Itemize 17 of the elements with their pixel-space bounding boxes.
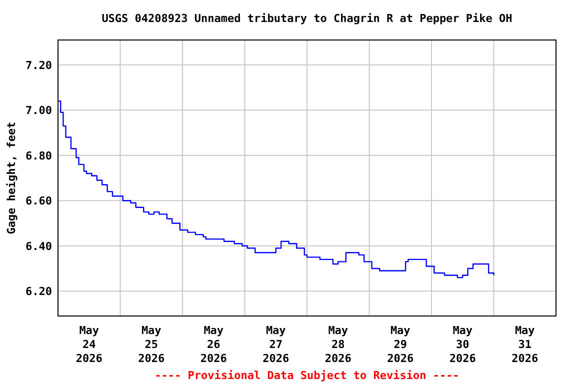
y-tick-label: 7.20 xyxy=(26,58,52,72)
text: ---- Provisional Data Subject to Revision ---- xyxy=(154,369,460,382)
x-tick-label: May 25 2026 xyxy=(138,324,165,365)
x-tick-label: May 26 2026 xyxy=(200,324,228,365)
x-tick-label: May 31 2026 xyxy=(512,324,538,365)
y-tick-label: 6.60 xyxy=(26,194,52,208)
x-tick-label: May 29 2026 xyxy=(387,324,414,365)
y-tick-label: 6.20 xyxy=(26,285,52,298)
x-tick-label: May 28 2026 xyxy=(324,324,352,365)
y-tick-label: 6.40 xyxy=(26,240,52,253)
y-tick-label: 7.00 xyxy=(26,104,52,118)
x-tick-label: May 30 2026 xyxy=(449,324,476,365)
y-axis-title: Gage height, feet xyxy=(5,122,18,234)
y-tick-label: 6.80 xyxy=(26,149,52,162)
chart-title: USGS 04208923 Unnamed tributary to Chagrin R at Pepper Pike OH xyxy=(102,12,512,25)
x-tick-label: May 24 2026 xyxy=(76,324,103,365)
x-tick-label: May 27 2026 xyxy=(262,324,290,365)
